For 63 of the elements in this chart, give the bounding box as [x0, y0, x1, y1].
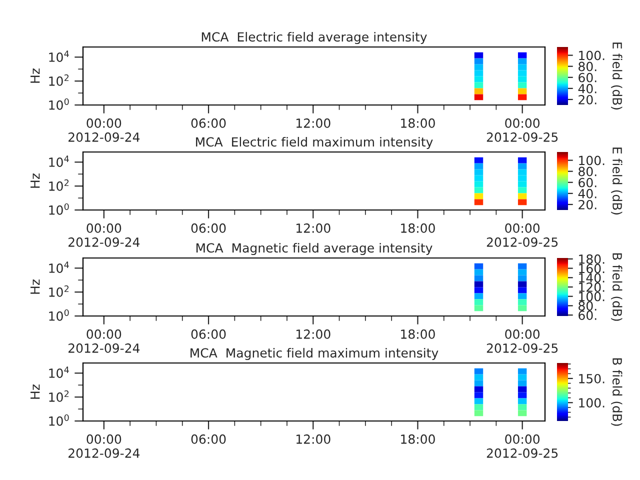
color-bar-label: 40. — [578, 84, 596, 94]
x-tick-label: 18:00 — [401, 434, 435, 444]
x-tick-label: 18:00 — [401, 223, 435, 233]
color-bar-label: 150. — [579, 374, 604, 384]
x-tick-label: 06:00 — [191, 434, 226, 444]
color-bar-label: 140. — [579, 273, 604, 283]
y-tick-label: 10$^{0}$ — [49, 98, 69, 110]
color-bar-title: E field (dB) — [611, 42, 622, 110]
y-tick-label: 10$^{2}$ — [49, 179, 69, 191]
color-bar-title: B field (dB) — [611, 358, 622, 426]
y-axis-title: Hz — [30, 280, 40, 294]
color-bar-label: 100. — [579, 50, 604, 60]
y-axis-title: Hz — [30, 384, 40, 399]
x-tick-label: 00:00 2012-09-25 — [486, 434, 558, 458]
x-tick-label: 00:00 2012-09-24 — [68, 329, 140, 353]
x-tick-label: 12:00 — [296, 329, 330, 339]
color-bar-label: 60. — [578, 310, 596, 320]
x-tick-label: 00:00 2012-09-25 — [486, 329, 558, 353]
color-bar-label: 40. — [578, 188, 596, 198]
chart-title: MCA Electric field maximum intensity — [196, 136, 433, 150]
color-bar-label: 100. — [579, 292, 604, 302]
color-bar-label: 20. — [578, 200, 596, 210]
x-tick-label: 12:00 — [296, 223, 330, 233]
x-tick-label: 00:00 2012-09-25 — [486, 223, 558, 247]
color-bar-label: 80. — [578, 301, 596, 311]
y-tick-label: 10$^{2}$ — [49, 285, 69, 297]
x-tick-label: 12:00 — [296, 434, 330, 444]
chart-title: MCA Electric field average intensity — [202, 32, 427, 44]
y-tick-label: 10$^{4}$ — [49, 50, 69, 62]
y-tick-label: 10$^{4}$ — [49, 366, 69, 378]
x-tick-label: 06:00 — [191, 118, 226, 128]
y-tick-label: 10$^{0}$ — [49, 414, 69, 426]
color-bar-label: 20. — [578, 94, 596, 104]
y-axis-title: Hz — [30, 174, 40, 188]
color-bar-label: 100. — [579, 156, 604, 166]
color-bar-label: 80. — [578, 166, 596, 176]
chart-title: MCA Magnetic field maximum intensity — [190, 348, 438, 360]
color-bar-title: B field (dB) — [611, 253, 622, 321]
color-bar-title: E field (dB) — [611, 148, 622, 214]
x-tick-label: 18:00 — [401, 118, 435, 128]
y-tick-label: 10$^{4}$ — [49, 156, 69, 167]
x-tick-label: 00:00 2012-09-24 — [68, 118, 140, 142]
y-tick-label: 10$^{2}$ — [49, 74, 69, 86]
x-tick-label: 00:00 2012-09-24 — [68, 223, 140, 247]
x-tick-label: 06:00 — [191, 223, 226, 233]
y-axis-title: Hz — [30, 68, 40, 83]
color-bar-label: 60. — [578, 72, 596, 82]
x-tick-label: 12:00 — [296, 118, 330, 128]
y-tick-label: 10$^{2}$ — [49, 390, 69, 402]
color-bar-label: 100. — [579, 398, 604, 408]
color-bar-label: 160. — [579, 264, 604, 274]
x-tick-label: 00:00 2012-09-25 — [486, 118, 558, 142]
color-bar-label: 180. — [579, 254, 604, 264]
y-tick-label: 10$^{0}$ — [49, 309, 69, 321]
y-tick-label: 10$^{0}$ — [49, 203, 69, 215]
x-tick-label: 18:00 — [401, 329, 435, 339]
color-bar-label: 80. — [578, 62, 596, 72]
chart-title: MCA Magnetic field average intensity — [196, 242, 432, 256]
y-tick-label: 10$^{4}$ — [49, 262, 69, 273]
color-bar-label: 120. — [579, 282, 604, 292]
x-tick-label: 06:00 — [191, 329, 226, 339]
x-tick-label: 00:00 2012-09-24 — [68, 434, 140, 458]
color-bar-label: 60. — [578, 178, 596, 188]
